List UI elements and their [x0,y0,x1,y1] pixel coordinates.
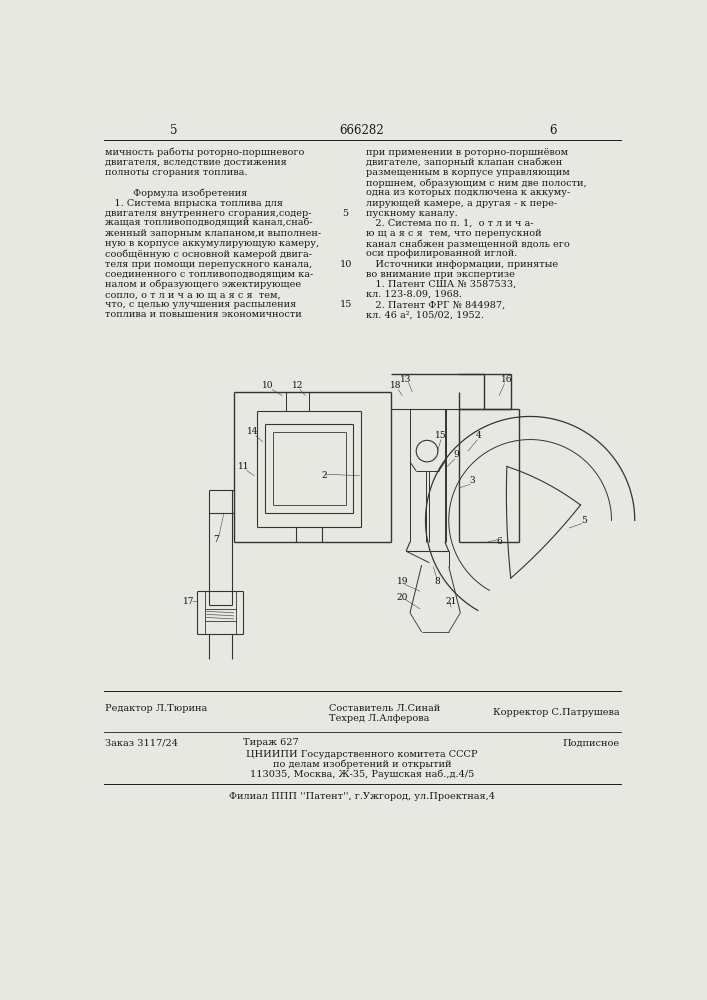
Text: 2. Система по п. 1,  о т л и ч а-: 2. Система по п. 1, о т л и ч а- [366,219,533,228]
Text: 5: 5 [581,516,588,525]
Text: 12: 12 [292,381,303,390]
Text: 4: 4 [475,431,481,440]
Text: двигателя внутреннего сгорания,содер-: двигателя внутреннего сгорания,содер- [105,209,312,218]
Text: кл. 123-8.09, 1968.: кл. 123-8.09, 1968. [366,290,462,299]
Text: топлива и повышения экономичности: топлива и повышения экономичности [105,310,302,319]
Text: 2. Патент ФРГ № 844987,: 2. Патент ФРГ № 844987, [366,300,505,309]
Text: Источники информации, принятые: Источники информации, принятые [366,260,558,269]
Text: 17: 17 [183,597,195,606]
Text: Тираж 627: Тираж 627 [243,738,299,747]
Text: 15: 15 [436,431,447,440]
Text: что, с целью улучшения распыления: что, с целью улучшения распыления [105,300,297,309]
Text: 6: 6 [549,124,557,137]
Text: 5: 5 [170,124,177,137]
Text: 21: 21 [445,597,457,606]
Text: 16: 16 [501,375,513,384]
Text: 1. Патент США № 3587533,: 1. Патент США № 3587533, [366,280,516,289]
Text: женный запорным клапаном,и выполнен-: женный запорным клапаном,и выполнен- [105,229,322,238]
Text: 113035, Москва, Ж-35, Раушская наб.,д.4/5: 113035, Москва, Ж-35, Раушская наб.,д.4/… [250,770,474,779]
Text: 5: 5 [343,209,349,218]
Text: 15: 15 [339,300,352,309]
Text: поршнем, образующим с ним две полости,: поршнем, образующим с ним две полости, [366,178,586,188]
Text: 1. Система впрыска топлива для: 1. Система впрыска топлива для [105,199,284,208]
Text: Филиал ППП ''Патент'', г.Ужгород, ул.Проектная,4: Филиал ППП ''Патент'', г.Ужгород, ул.Про… [229,792,495,801]
Text: Техред Л.Алферова: Техред Л.Алферова [329,714,429,723]
Text: размещенным в корпусе управляющим: размещенным в корпусе управляющим [366,168,570,177]
Text: 14: 14 [247,427,259,436]
Text: 18: 18 [390,381,402,390]
Text: канал снабжен размещенной вдоль его: канал снабжен размещенной вдоль его [366,239,570,249]
Text: пускному каналу.: пускному каналу. [366,209,457,218]
Text: одна из которых подключена к аккуму-: одна из которых подключена к аккуму- [366,188,570,197]
Text: кл. 46 а², 105/02, 1952.: кл. 46 а², 105/02, 1952. [366,310,484,319]
Text: Заказ 3117/24: Заказ 3117/24 [105,738,178,747]
Text: 11: 11 [238,462,249,471]
Text: двигателя, вследствие достижения: двигателя, вследствие достижения [105,158,287,167]
Text: 2: 2 [322,471,327,480]
Text: 666282: 666282 [339,124,385,137]
Text: Составитель Л.Синай: Составитель Л.Синай [329,704,440,713]
Text: Подписное: Подписное [562,738,619,747]
Text: сообщённую с основной камерой двига-: сообщённую с основной камерой двига- [105,249,312,259]
Text: 10: 10 [339,260,352,269]
Text: 20: 20 [397,593,408,602]
Text: во внимание при экспертизе: во внимание при экспертизе [366,270,515,279]
Text: 13: 13 [400,375,411,384]
Text: при применении в роторно-поршнёвом: при применении в роторно-поршнёвом [366,148,568,157]
Text: ную в корпусе аккумулирующую камеру,: ную в корпусе аккумулирующую камеру, [105,239,320,248]
Text: 10: 10 [262,381,274,390]
Text: двигателе, запорный клапан снабжен: двигателе, запорный клапан снабжен [366,158,562,167]
Text: теля при помощи перепускного канала,: теля при помощи перепускного канала, [105,260,312,269]
Text: 8: 8 [434,578,440,586]
Text: 9: 9 [454,450,460,459]
Text: сопло, о т л и ч а ю щ а я с я  тем,: сопло, о т л и ч а ю щ а я с я тем, [105,290,281,299]
Text: полноты сгорания топлива.: полноты сгорания топлива. [105,168,248,177]
Text: Корректор С.Патрушева: Корректор С.Патрушева [493,708,619,717]
Text: ю щ а я с я  тем, что перепускной: ю щ а я с я тем, что перепускной [366,229,542,238]
Text: 6: 6 [496,537,502,546]
Text: Редактор Л.Тюрина: Редактор Л.Тюрина [105,704,208,713]
Text: по делам изобретений и открытий: по делам изобретений и открытий [273,760,451,769]
Text: налом и образующего эжектирующее: налом и образующего эжектирующее [105,280,302,289]
Text: мичность работы роторно-поршневого: мичность работы роторно-поршневого [105,148,305,157]
Text: ЦНИИПИ Государственного комитета СССР: ЦНИИПИ Государственного комитета СССР [246,750,478,759]
Text: жащая топливоподводящий канал,снаб-: жащая топливоподводящий канал,снаб- [105,219,313,228]
Text: 7: 7 [214,535,219,544]
Text: лирующей камере, а другая - к пере-: лирующей камере, а другая - к пере- [366,199,557,208]
Text: 19: 19 [397,578,408,586]
Text: оси профилированной иглой.: оси профилированной иглой. [366,249,518,258]
Text: соединенного с топливоподводящим ка-: соединенного с топливоподводящим ка- [105,270,314,279]
Text: Формула изобретения: Формула изобретения [105,188,247,198]
Text: 3: 3 [469,476,475,485]
